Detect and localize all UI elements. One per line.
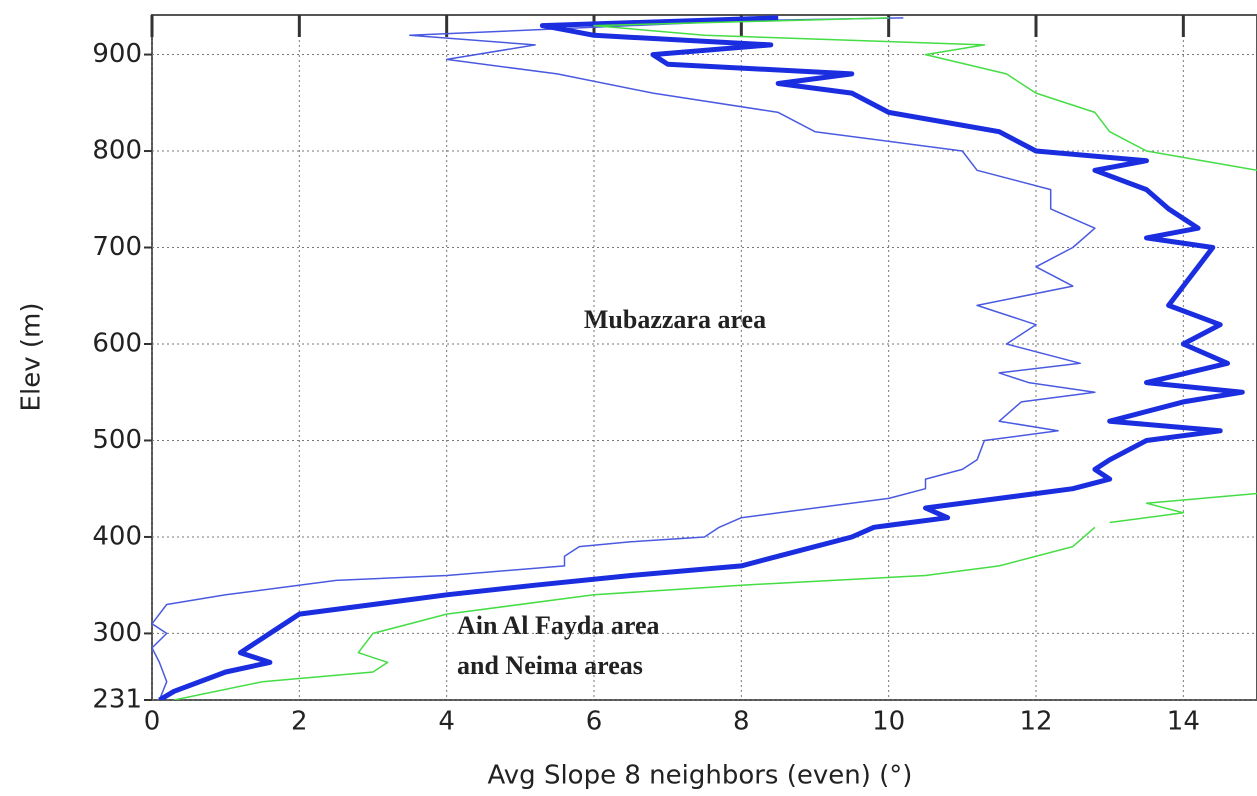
y-tick-label: 800 bbox=[92, 136, 142, 166]
y-tick-label: 400 bbox=[92, 521, 142, 551]
y-tick-label: 900 bbox=[92, 39, 142, 69]
series-line bbox=[158, 15, 1245, 700]
y-tick-label: 231 bbox=[92, 685, 142, 715]
annotation: Mubazzara area bbox=[584, 305, 766, 334]
x-axis-label: Avg Slope 8 neighbors (even) (°) bbox=[488, 761, 913, 791]
y-tick-label: 600 bbox=[92, 328, 142, 358]
x-tick-label: 0 bbox=[144, 707, 161, 737]
plot-frame bbox=[151, 14, 1257, 701]
annotation: and Neima areas bbox=[457, 651, 643, 680]
x-tick-label: 4 bbox=[438, 707, 455, 737]
x-tick-label: 12 bbox=[1019, 707, 1052, 737]
x-tick-label: 14 bbox=[1167, 707, 1200, 737]
series-line bbox=[173, 17, 1257, 700]
plot-area bbox=[152, 15, 1257, 700]
y-axis-label: Elev (m) bbox=[17, 303, 47, 412]
x-tick-label: 6 bbox=[586, 707, 603, 737]
y-tick-label: 300 bbox=[92, 618, 142, 648]
x-tick-label: 8 bbox=[733, 707, 750, 737]
x-tick-label: 10 bbox=[872, 707, 905, 737]
x-tick-label: 2 bbox=[291, 707, 308, 737]
y-tick-label: 700 bbox=[92, 232, 142, 262]
annotation: Ain Al Fayda area bbox=[457, 611, 659, 640]
series-line bbox=[152, 17, 1096, 700]
y-tick-label: 500 bbox=[92, 425, 142, 455]
